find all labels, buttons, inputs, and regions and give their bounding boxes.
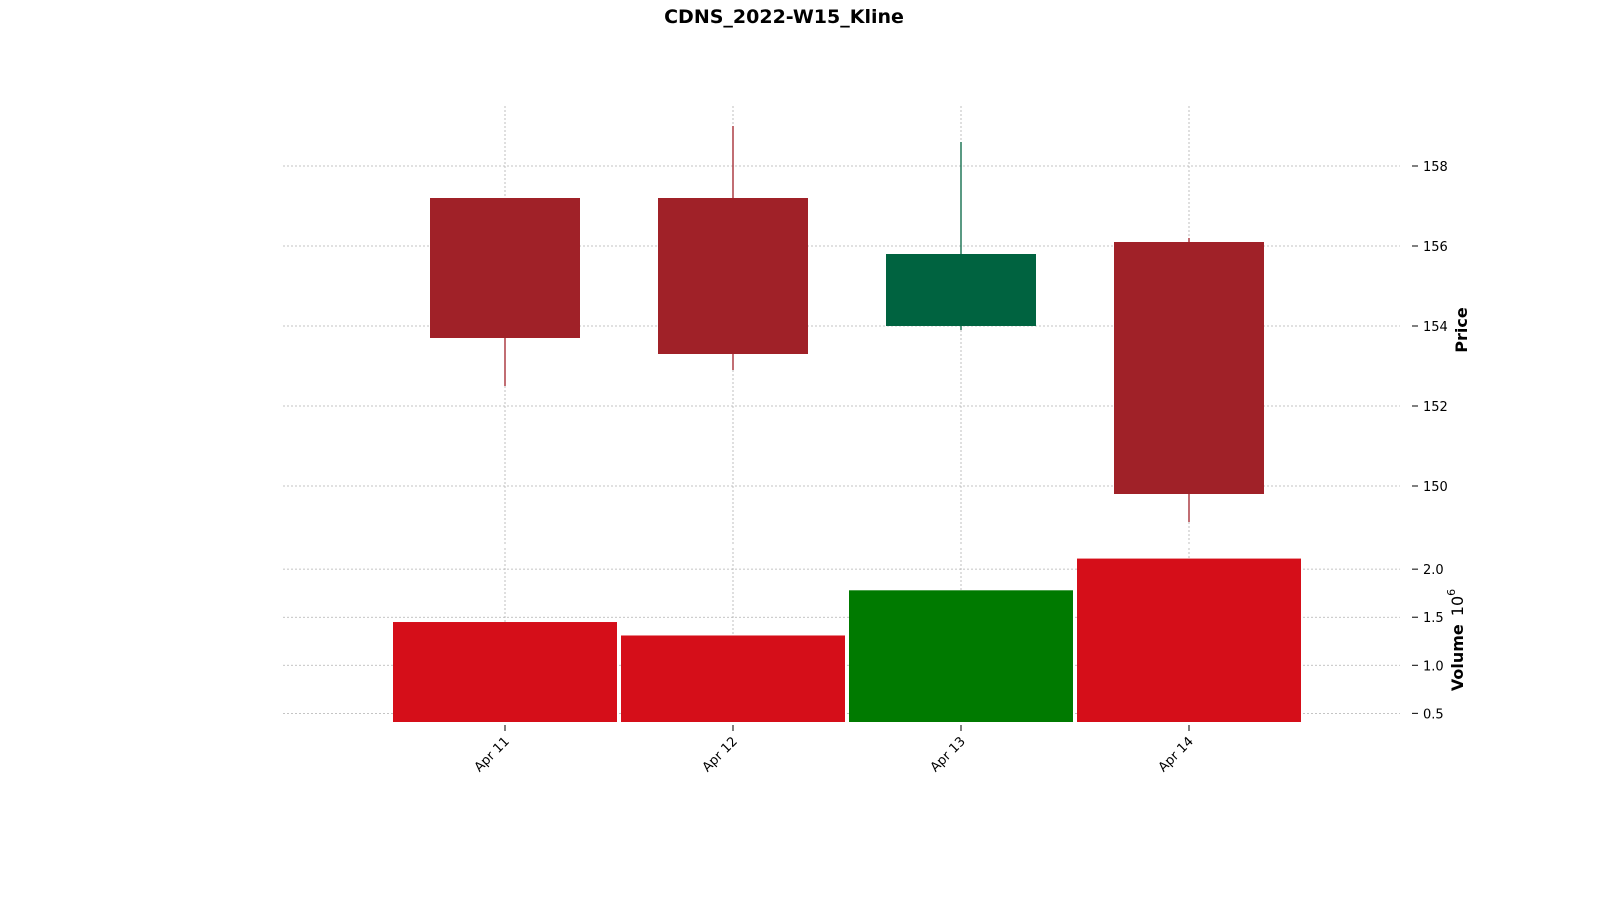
candle-body [1114, 242, 1264, 494]
volume-multiplier-base: 10 [1448, 596, 1467, 616]
price-axis: 150 152 154 156 158 [1412, 160, 1448, 495]
price-tick-label: 152 [1423, 400, 1448, 415]
volume-tick-label: 0.5 [1423, 707, 1444, 722]
volume-bar [849, 590, 1073, 722]
price-tick-label: 156 [1423, 240, 1448, 255]
volume-axis-label-text: Volume [1448, 624, 1467, 691]
price-tick-label: 154 [1423, 320, 1448, 335]
price-tick-label: 158 [1423, 160, 1448, 175]
volume-axis-label: Volume 106 [1445, 589, 1467, 691]
volume-tick-label: 2.0 [1423, 563, 1444, 578]
volume-bar [621, 635, 845, 722]
candle-body [658, 198, 808, 354]
volume-series [393, 558, 1301, 722]
candle [1114, 238, 1264, 522]
volume-bar [1077, 558, 1301, 722]
chart-title: CDNS_2022-W15_Kline [664, 6, 904, 28]
volume-bar [393, 622, 617, 722]
candle-body [886, 254, 1036, 326]
volume-tick-label: 1.5 [1423, 611, 1444, 626]
date-axis: Apr 11 Apr 12 Apr 13 Apr 14 [472, 725, 1197, 775]
candlestick-series [430, 126, 1264, 522]
date-tick-label: Apr 11 [472, 734, 513, 775]
volume-axis: 0.5 1.0 1.5 2.0 [1412, 563, 1444, 722]
date-tick-label: Apr 12 [700, 734, 741, 775]
candle [658, 126, 808, 370]
volume-multiplier-exponent: 6 [1445, 589, 1458, 596]
date-tick-label: Apr 14 [1156, 734, 1197, 775]
candle [430, 198, 580, 386]
date-tick-label: Apr 13 [928, 734, 969, 775]
candle-body [430, 198, 580, 338]
price-tick-label: 150 [1423, 480, 1448, 495]
candle [886, 142, 1036, 330]
price-axis-label: Price [1452, 307, 1471, 353]
volume-tick-label: 1.0 [1423, 659, 1444, 674]
